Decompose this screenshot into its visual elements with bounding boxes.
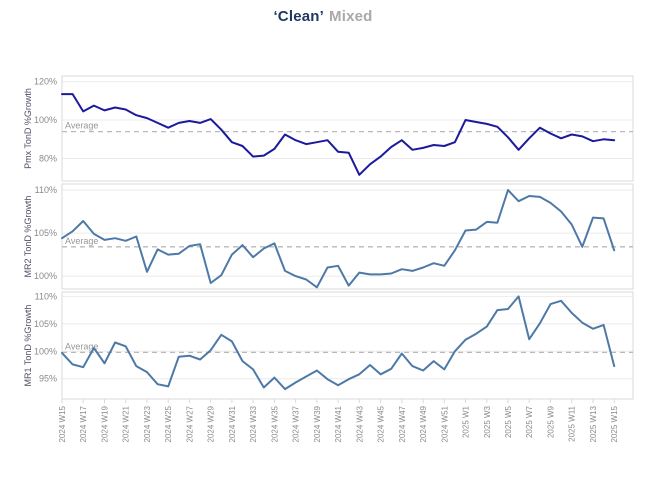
x-tick-label: 2024 W37 (292, 405, 301, 442)
x-tick-label: 2025 W15 (610, 405, 619, 442)
y-tick-label: 120% (34, 77, 57, 87)
average-label: Average (65, 121, 98, 131)
x-tick-label: 2024 W49 (419, 405, 428, 442)
x-tick-label: 2024 W29 (207, 405, 216, 442)
x-tick-label: 2024 W45 (377, 405, 386, 442)
y-axis-title: MR2 TonD %Growth (23, 196, 33, 278)
x-tick-label: 2024 W21 (122, 405, 131, 442)
average-label: Average (65, 236, 98, 246)
y-tick-label: 105% (34, 319, 57, 329)
chart-title-primary: ‘Clean’ (273, 8, 325, 25)
x-tick-label: 2024 W35 (270, 405, 279, 442)
y-tick-label: 105% (34, 228, 57, 238)
x-tick-label: 2024 W27 (185, 405, 194, 442)
x-tick-label: 2024 W41 (334, 405, 343, 442)
x-tick-label: 2024 W17 (79, 405, 88, 442)
x-tick-label: 2024 W31 (228, 405, 237, 442)
y-tick-label: 80% (39, 154, 57, 164)
y-axis-title: MR1 TonD %Growth (23, 305, 33, 387)
y-tick-label: 100% (34, 346, 57, 356)
y-axis-title: Pmx TonD %Growth (23, 88, 33, 169)
y-tick-label: 100% (34, 271, 57, 281)
x-tick-label: 2025 W13 (589, 405, 598, 442)
panel-border (61, 75, 634, 182)
y-tick-label: 95% (39, 374, 57, 384)
x-tick-label: 2025 W1 (462, 405, 471, 438)
x-tick-label: 2024 W25 (164, 405, 173, 442)
y-tick-label: 110% (35, 185, 57, 195)
x-tick-label: 2024 W43 (355, 405, 364, 442)
x-tick-label: 2024 W33 (249, 405, 258, 442)
x-tick-label: 2024 W39 (313, 405, 322, 442)
chart-title: ‘Clean’ Mixed (0, 8, 646, 25)
x-tick-label: 2024 W51 (440, 405, 449, 442)
panel-border (61, 183, 634, 290)
chart-title-secondary: Mixed (329, 8, 373, 25)
x-tick-label: 2025 W5 (504, 405, 513, 438)
y-tick-label: 100% (34, 115, 57, 125)
x-tick-label: 2024 W15 (58, 405, 67, 442)
pmx-growth-line (61, 93, 616, 176)
y-tick-label: 110% (35, 291, 57, 301)
x-tick-label: 2025 W11 (568, 405, 577, 441)
x-tick-label: 2025 W3 (483, 405, 492, 438)
x-tick-label: 2024 W23 (143, 405, 152, 442)
x-tick-label: 2025 W9 (547, 405, 556, 438)
panel-border (61, 291, 634, 400)
x-tick-label: 2025 W7 (525, 405, 534, 438)
mr1-growth-line (61, 295, 616, 391)
x-tick-label: 2024 W47 (398, 405, 407, 442)
x-tick-label: 2024 W19 (101, 405, 110, 442)
average-label: Average (65, 341, 98, 351)
mr2-growth-line (61, 189, 616, 289)
